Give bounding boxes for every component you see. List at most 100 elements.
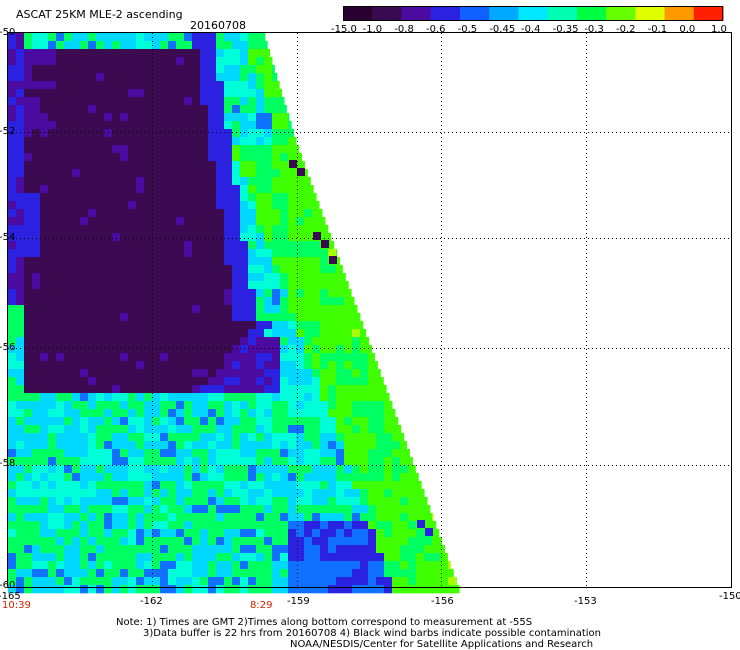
swath-cell — [184, 577, 193, 586]
swath-cell — [296, 249, 305, 258]
swath-cell — [312, 457, 321, 466]
swath-cell — [304, 289, 313, 298]
swath-cell — [80, 137, 89, 146]
swath-cell — [224, 97, 233, 106]
swath-cell — [112, 337, 121, 346]
swath-cell — [208, 489, 217, 498]
swath-cell — [400, 505, 409, 514]
swath-cell — [8, 577, 17, 586]
swath-cell — [264, 537, 273, 546]
swath-cell — [120, 177, 129, 186]
swath-cell — [232, 361, 241, 370]
swath-cell — [200, 433, 209, 442]
swath-cell — [184, 153, 193, 162]
swath-cell — [104, 129, 113, 138]
swath-cell — [32, 481, 41, 490]
swath-cell — [224, 233, 233, 242]
swath-cell — [248, 529, 257, 538]
swath-cell — [128, 585, 137, 594]
x-tick-label: -162 — [140, 596, 163, 607]
swath-cell — [120, 433, 129, 442]
swath-cell — [104, 305, 113, 314]
swath-cell — [16, 433, 25, 442]
swath-cell — [296, 369, 305, 378]
swath-cell — [248, 433, 257, 442]
swath-cell — [232, 489, 241, 498]
swath-cell — [272, 89, 281, 98]
swath-cell — [216, 273, 225, 282]
swath-cell — [296, 337, 305, 346]
swath-cell — [48, 177, 57, 186]
swath-cell — [200, 57, 209, 66]
swath-cell — [120, 425, 129, 434]
swath-cell — [296, 305, 305, 314]
swath-cell — [248, 569, 257, 578]
swath-cell — [232, 193, 241, 202]
swath-cell — [280, 481, 289, 490]
swath-cell — [80, 177, 89, 186]
swath-cell — [408, 553, 417, 562]
swath-cell — [80, 585, 89, 594]
swath-cell — [112, 457, 121, 466]
swath-cell — [264, 449, 273, 458]
swath-cell — [152, 225, 161, 234]
swath-cell — [256, 313, 265, 322]
swath-cell — [120, 57, 129, 66]
swath-cell — [72, 377, 81, 386]
swath-cell — [8, 513, 17, 522]
swath-cell — [240, 33, 249, 42]
swath-cell — [184, 241, 193, 250]
swath-cell — [248, 73, 257, 82]
swath-cell — [320, 577, 329, 586]
swath-cell — [288, 241, 297, 250]
swath-cell — [312, 409, 321, 418]
swath-cell — [16, 49, 25, 58]
swath-cell — [40, 129, 49, 138]
swath-cell — [232, 513, 241, 522]
swath-cell — [88, 337, 97, 346]
swath-cell — [360, 537, 369, 546]
swath-cell — [40, 265, 49, 274]
x-tick-label: -150 — [719, 591, 740, 602]
swath-cell — [64, 89, 73, 98]
swath-cell — [24, 217, 33, 226]
swath-cell — [136, 33, 145, 42]
swath-cell — [240, 169, 249, 178]
swath-cell — [8, 297, 17, 306]
swath-cell — [288, 337, 297, 346]
swath-cell — [64, 177, 73, 186]
swath-cell — [200, 553, 209, 562]
swath-cell — [272, 241, 281, 250]
swath-cell — [152, 585, 161, 594]
swath-cell — [152, 433, 161, 442]
swath-cell — [120, 513, 129, 522]
swath-cell — [272, 529, 281, 538]
swath-cell — [304, 201, 313, 210]
swath-cell — [96, 313, 105, 322]
swath-cell — [200, 537, 209, 546]
swath-cell — [144, 425, 153, 434]
swath-cell — [120, 233, 129, 242]
swath-cell — [200, 217, 209, 226]
swath-cell — [208, 345, 217, 354]
swath-cell — [136, 353, 145, 362]
swath-cell — [312, 385, 321, 394]
swath-cell — [168, 529, 177, 538]
swath-cell — [152, 545, 161, 554]
swath-cell — [176, 569, 185, 578]
swath-cell — [80, 401, 89, 410]
swath-cell — [232, 153, 241, 162]
swath-cell — [160, 73, 169, 82]
swath-cell — [168, 401, 177, 410]
swath-cell — [152, 361, 161, 370]
swath-cell — [64, 489, 73, 498]
swath-cell — [136, 289, 145, 298]
swath-cell — [104, 329, 113, 338]
colorbar-label: -0.35 — [552, 24, 579, 35]
swath-cell — [16, 329, 25, 338]
swath-cell — [64, 361, 73, 370]
swath-cell — [80, 529, 89, 538]
swath-cell — [352, 361, 361, 370]
swath-cell — [192, 209, 201, 218]
swath-cell — [248, 209, 257, 218]
